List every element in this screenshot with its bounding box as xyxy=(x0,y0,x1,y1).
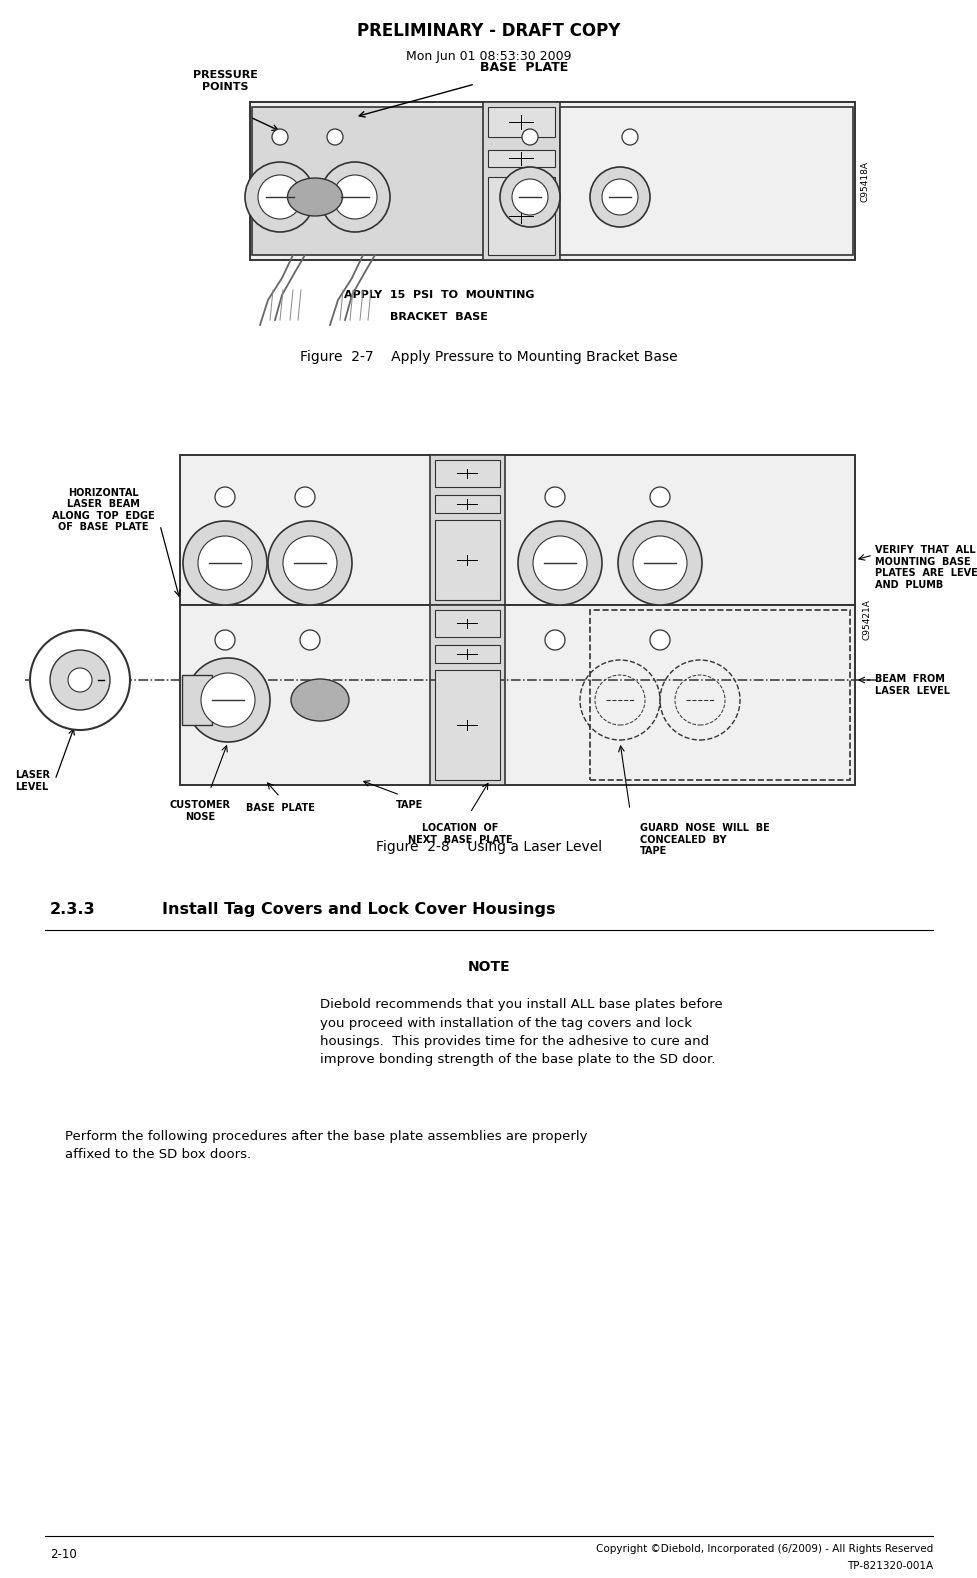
Bar xyxy=(488,107,554,137)
Circle shape xyxy=(50,650,109,710)
Text: Diebold recommends that you install ALL base plates before
you proceed with inst: Diebold recommends that you install ALL … xyxy=(319,997,722,1067)
Bar xyxy=(430,604,504,784)
Circle shape xyxy=(621,129,637,145)
Text: TP-821320-001A: TP-821320-001A xyxy=(846,1561,932,1572)
Circle shape xyxy=(30,630,130,731)
Circle shape xyxy=(518,521,602,604)
Text: 2.3.3: 2.3.3 xyxy=(50,903,96,917)
Circle shape xyxy=(295,488,315,507)
Text: BEAM  FROM
LASER  LEVEL: BEAM FROM LASER LEVEL xyxy=(874,674,949,696)
Circle shape xyxy=(300,630,319,650)
Text: PRESSURE
POINTS: PRESSURE POINTS xyxy=(192,71,257,92)
Text: NOTE: NOTE xyxy=(467,959,510,974)
Text: BASE  PLATE: BASE PLATE xyxy=(245,803,315,813)
Text: VERIFY  THAT  ALL
MOUNTING  BASE
PLATES  ARE  LEVEL
AND  PLUMB: VERIFY THAT ALL MOUNTING BASE PLATES ARE… xyxy=(874,544,977,590)
Text: BRACKET  BASE: BRACKET BASE xyxy=(390,312,488,322)
Bar xyxy=(180,604,854,784)
Circle shape xyxy=(544,630,565,650)
Circle shape xyxy=(532,537,586,590)
Text: Mon Jun 01 08:53:30 2009: Mon Jun 01 08:53:30 2009 xyxy=(405,50,572,63)
Circle shape xyxy=(326,129,343,145)
Circle shape xyxy=(215,488,234,507)
Ellipse shape xyxy=(291,679,349,721)
Bar xyxy=(252,107,485,256)
Circle shape xyxy=(617,521,701,604)
Circle shape xyxy=(650,630,669,650)
Text: Install Tag Covers and Lock Cover Housings: Install Tag Covers and Lock Cover Housin… xyxy=(162,903,555,917)
Circle shape xyxy=(197,537,252,590)
Circle shape xyxy=(183,521,267,604)
Ellipse shape xyxy=(287,178,342,216)
Text: CUSTOMER
NOSE: CUSTOMER NOSE xyxy=(169,800,231,822)
Text: GUARD  NOSE  WILL  BE
CONCEALED  BY
TAPE: GUARD NOSE WILL BE CONCEALED BY TAPE xyxy=(639,824,769,857)
Bar xyxy=(435,461,499,488)
Circle shape xyxy=(258,175,302,219)
Circle shape xyxy=(522,129,537,145)
Text: Figure  2-7    Apply Pressure to Mounting Bracket Base: Figure 2-7 Apply Pressure to Mounting Br… xyxy=(300,350,677,365)
Bar xyxy=(483,103,560,260)
Circle shape xyxy=(186,658,270,742)
Text: LASER
LEVEL: LASER LEVEL xyxy=(15,770,50,792)
Bar xyxy=(182,675,212,724)
Bar xyxy=(488,150,554,167)
Text: LOCATION  OF
NEXT  BASE  PLATE: LOCATION OF NEXT BASE PLATE xyxy=(407,824,512,844)
Bar xyxy=(560,107,852,256)
Text: APPLY  15  PSI  TO  MOUNTING: APPLY 15 PSI TO MOUNTING xyxy=(343,290,533,300)
Text: Figure  2-8    Using a Laser Level: Figure 2-8 Using a Laser Level xyxy=(375,839,602,854)
Text: C95421A: C95421A xyxy=(862,600,871,641)
Bar xyxy=(430,454,504,604)
Circle shape xyxy=(499,167,560,227)
Text: 2-10: 2-10 xyxy=(50,1548,76,1561)
Circle shape xyxy=(282,537,337,590)
Circle shape xyxy=(268,521,352,604)
Text: Perform the following procedures after the base plate assemblies are properly
af: Perform the following procedures after t… xyxy=(64,1130,587,1161)
Bar xyxy=(435,495,499,513)
Circle shape xyxy=(650,488,669,507)
Bar xyxy=(435,671,499,780)
Circle shape xyxy=(319,163,390,232)
Circle shape xyxy=(215,630,234,650)
Circle shape xyxy=(512,178,547,215)
Circle shape xyxy=(544,488,565,507)
Circle shape xyxy=(632,537,686,590)
Bar xyxy=(589,611,849,780)
Bar xyxy=(250,103,854,260)
Bar xyxy=(488,177,554,256)
Bar xyxy=(435,645,499,663)
Circle shape xyxy=(332,175,376,219)
Bar xyxy=(180,454,854,604)
Bar xyxy=(435,521,499,600)
Text: PRELIMINARY - DRAFT COPY: PRELIMINARY - DRAFT COPY xyxy=(357,22,620,39)
Bar xyxy=(435,611,499,638)
Circle shape xyxy=(68,667,92,693)
Text: Copyright ©Diebold, Incorporated (6/2009) - All Rights Reserved: Copyright ©Diebold, Incorporated (6/2009… xyxy=(595,1543,932,1554)
Text: C95418A: C95418A xyxy=(860,161,869,202)
Text: TAPE: TAPE xyxy=(396,800,423,810)
Text: BASE  PLATE: BASE PLATE xyxy=(480,62,568,74)
Circle shape xyxy=(602,178,637,215)
Circle shape xyxy=(272,129,287,145)
Circle shape xyxy=(201,672,255,727)
Text: HORIZONTAL
LASER  BEAM
ALONG  TOP  EDGE
OF  BASE  PLATE: HORIZONTAL LASER BEAM ALONG TOP EDGE OF … xyxy=(53,488,154,532)
Circle shape xyxy=(245,163,315,232)
Circle shape xyxy=(589,167,650,227)
